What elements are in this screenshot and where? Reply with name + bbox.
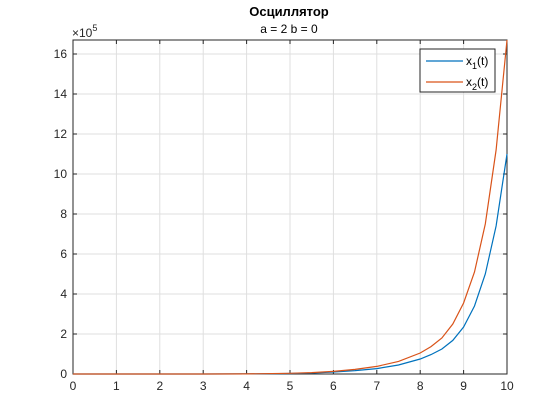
x-tick-label: 0 — [70, 379, 77, 393]
y-tick-label: 12 — [54, 127, 68, 141]
x-tick-label: 1 — [113, 379, 120, 393]
legend-box — [419, 48, 496, 93]
y-exponent-base: ×10 — [72, 26, 93, 40]
chart-title: Осциллятор — [249, 4, 329, 19]
y-tick-label: 10 — [54, 167, 68, 181]
x-tick-label: 10 — [500, 379, 514, 393]
legend-label-x2: x2(t) — [466, 75, 488, 92]
x-tick-label: 7 — [373, 379, 380, 393]
x-tick-label: 2 — [156, 379, 163, 393]
y-exponent-power: 5 — [92, 23, 97, 33]
x-tick-label: 5 — [287, 379, 294, 393]
legend-label-x1: x1(t) — [466, 54, 488, 71]
x-tick-label: 6 — [330, 379, 337, 393]
x-tick-label: 9 — [460, 379, 467, 393]
x-tick-label: 3 — [200, 379, 207, 393]
series-line-x2 — [73, 39, 508, 375]
y-tick-label: 16 — [54, 47, 68, 61]
legend: x1(t) x2(t) — [419, 48, 496, 93]
y-axis-exponent-label: ×105 — [72, 23, 97, 40]
y-tick-label: 8 — [60, 207, 67, 221]
series-lines — [73, 39, 508, 375]
y-tick-label: 14 — [54, 87, 68, 101]
y-tick-label: 6 — [60, 247, 67, 261]
x-tick-label: 8 — [417, 379, 424, 393]
x-tick-label: 4 — [243, 379, 250, 393]
y-tick-label: 4 — [60, 287, 67, 301]
chart-subtitle: a = 2 b = 0 — [260, 22, 318, 36]
y-tick-label: 2 — [60, 327, 67, 341]
y-tick-label: 0 — [60, 367, 67, 381]
